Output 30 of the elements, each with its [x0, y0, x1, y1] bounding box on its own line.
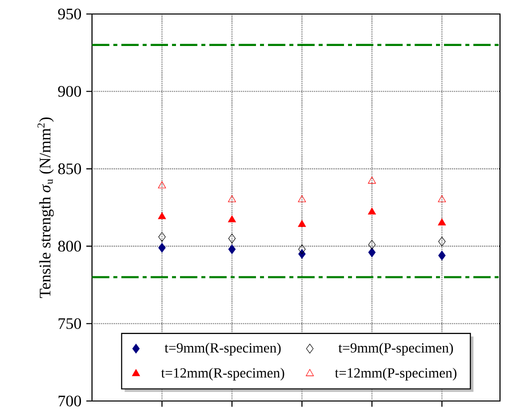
point: [368, 208, 376, 215]
point: [368, 240, 376, 250]
point: [368, 248, 376, 258]
legend-label: t=9mm(R-specimen): [164, 342, 281, 356]
point: [298, 244, 306, 254]
y-tick-label: 850: [58, 163, 81, 174]
point: [438, 250, 446, 260]
point: [228, 234, 236, 244]
point: [158, 242, 166, 253]
y-tick-label: 900: [58, 86, 81, 97]
legend-label: t=9mm(P-specimen): [338, 342, 453, 356]
point: [228, 244, 236, 254]
legend-label: t=12mm(P-specimen): [334, 368, 456, 380]
y-tick-label: 800: [58, 240, 81, 252]
point: [228, 195, 236, 202]
point: [298, 195, 306, 202]
point: [438, 195, 446, 202]
point: [438, 218, 446, 226]
point: [158, 232, 166, 242]
y-axis-title: Tensile strength σ$_{u}$ (N/mm$^{2}$): [37, 117, 54, 298]
y-tick-label: 950: [58, 8, 81, 20]
point: [298, 220, 306, 227]
y-tick-label: 700: [58, 396, 81, 406]
legend-label: t=12mm(R-specimen): [161, 368, 284, 380]
point: [368, 176, 376, 184]
point: [228, 215, 236, 222]
point: [438, 236, 446, 246]
point: [158, 181, 166, 188]
point: [158, 212, 166, 220]
y-tick-label: 750: [58, 318, 81, 329]
